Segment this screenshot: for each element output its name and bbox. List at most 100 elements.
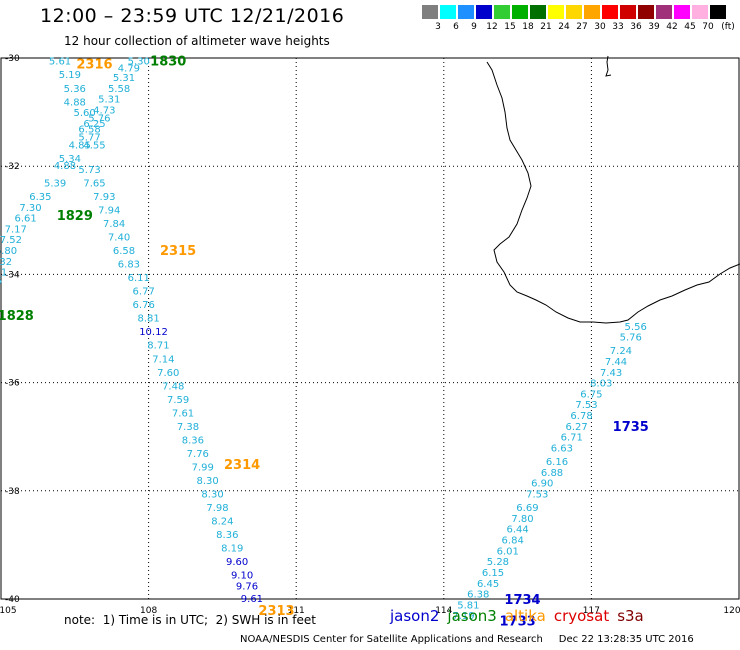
- pass-time-label: 1733: [500, 615, 536, 630]
- lon-axis: 105 108 111 114 117 120: [0, 606, 740, 616]
- swh-value: 5.61: [49, 57, 71, 68]
- legend-cryosat: cryosat: [553, 607, 610, 625]
- swh-value: 5.31: [113, 73, 135, 84]
- swh-value: 8.36: [182, 435, 204, 446]
- swh-value: 9.76: [236, 581, 258, 592]
- swh-value: 4.88: [54, 161, 76, 172]
- swh-value: 6.45: [477, 579, 499, 590]
- swh-value: 6.38: [467, 590, 489, 601]
- swh-value: 6.83: [118, 260, 140, 271]
- swh-value: 6.35: [29, 192, 51, 203]
- page-title: 12:00 – 23:59 UTC 12/21/2016: [40, 5, 345, 27]
- lat-tick-label: -32: [5, 162, 20, 172]
- swh-value: 7.32: [0, 257, 12, 268]
- scale-swatch: [548, 5, 564, 19]
- swh-value: 6.90: [531, 479, 553, 490]
- swh-value: 7.43: [600, 368, 622, 379]
- lat-tick-label: -36: [5, 379, 20, 389]
- swh-value: 7.17: [5, 224, 27, 235]
- swh-value: 8.24: [211, 517, 233, 528]
- scale-swatch: [674, 5, 690, 19]
- map-grid: [1, 58, 739, 599]
- swh-value: 4.85: [69, 141, 91, 152]
- swh-value: 7.59: [167, 395, 189, 406]
- swh-value: 5.31: [98, 95, 120, 106]
- swh-value: 6.61: [14, 214, 36, 225]
- swh-value: 5.77: [78, 132, 100, 143]
- scale-swatch: [656, 5, 672, 19]
- legend-s3a: s3a: [617, 607, 644, 625]
- swh-value: 4.88: [64, 97, 86, 108]
- page-subtitle: 12 hour collection of altimeter wave hei…: [64, 34, 330, 48]
- scale-label: 39: [648, 22, 660, 32]
- swh-value: 5.28: [487, 557, 509, 568]
- scale-unit: (ft): [721, 22, 735, 32]
- swh-value: 6.80: [0, 246, 17, 257]
- swh-value: 5.58: [108, 84, 130, 95]
- swh-value: 4.79: [118, 64, 140, 75]
- pass-time-label: 1734: [504, 593, 540, 608]
- scale-swatch: [602, 5, 618, 19]
- swh-value: 6.58: [113, 246, 135, 257]
- swh-value: 5.19: [59, 70, 81, 81]
- swh-value: 5.76: [620, 333, 642, 344]
- swh-value: 6.16: [546, 457, 568, 468]
- swh-value: 5.36: [64, 84, 86, 95]
- swh-value: 9.60: [226, 557, 248, 568]
- scale-swatch: [476, 5, 492, 19]
- swh-value: 7.24: [610, 346, 632, 357]
- scale-swatch: [692, 5, 708, 19]
- scale-swatch: [530, 5, 546, 19]
- scale-label: 12: [486, 22, 498, 32]
- swh-value: 6.11: [128, 273, 150, 284]
- satellite-legend: jason2 jason3 altika cryosat s3a: [390, 607, 652, 625]
- pass-time-label: 1735: [613, 420, 649, 435]
- scale-swatch: [638, 5, 654, 19]
- scale-label: 36: [630, 22, 642, 32]
- swh-value: 7.76: [187, 449, 209, 460]
- lon-tick-label: 114: [435, 606, 452, 616]
- swh-value: 5.34: [59, 154, 81, 165]
- swh-value: 7.52: [0, 235, 22, 246]
- lat-tick-label: -30: [5, 54, 20, 64]
- swh-value: 6.76: [133, 300, 155, 311]
- swh-value: 6.15: [482, 568, 504, 579]
- swh-value: 5.56: [625, 322, 647, 333]
- swh-value: 7.99: [192, 462, 214, 473]
- legend-altika: altika: [504, 607, 546, 625]
- swh-value: 6.75: [580, 389, 602, 400]
- swh-value: 7.48: [162, 381, 184, 392]
- swh-value: 7.38: [177, 422, 199, 433]
- swh-value: 5.39: [44, 178, 66, 189]
- swh-values: 5.61 5.304.795.19 5.315.36 5.584.88 5.314.73…: [0, 57, 647, 623]
- lat-axis: -30 -32 -34 -36 -38 -40: [5, 54, 20, 605]
- swh-value: 7.61: [172, 408, 194, 419]
- pass-time-label: 2313: [258, 604, 294, 619]
- map-frame: [0, 57, 740, 600]
- swh-value: 6.88: [541, 468, 563, 479]
- scale-label: 6: [453, 22, 459, 32]
- swh-value: 6.77: [133, 287, 155, 298]
- swh-value: 7.60: [157, 368, 179, 379]
- swh-value: 5.76: [88, 114, 110, 125]
- swh-value: 8.30: [197, 476, 219, 487]
- swh-value: 7.84: [103, 219, 125, 230]
- swh-value: 7.30: [19, 203, 41, 214]
- footer-credit: NOAA/NESDIS Center for Satellite Applica…: [240, 634, 694, 645]
- scale-swatch: [512, 5, 528, 19]
- swh-value: 7.93: [93, 192, 115, 203]
- scale-label: 24: [558, 22, 570, 32]
- scale-label: 70: [702, 22, 714, 32]
- scale-label: 30: [594, 22, 606, 32]
- lat-tick-label: -34: [5, 270, 20, 280]
- scale-label: 15: [504, 22, 516, 32]
- swh-value: 8.36: [216, 530, 238, 541]
- swh-value: 7.40: [108, 233, 130, 244]
- swh-value: 6.01: [497, 546, 519, 557]
- pass-time-label: 2314: [224, 458, 260, 473]
- pass-time-label: 1828: [0, 309, 34, 324]
- scale-swatch: [440, 5, 456, 19]
- swh-value: 7.53: [575, 400, 597, 411]
- lat-tick-label: -40: [5, 595, 20, 605]
- swh-value: 7.94: [98, 205, 120, 216]
